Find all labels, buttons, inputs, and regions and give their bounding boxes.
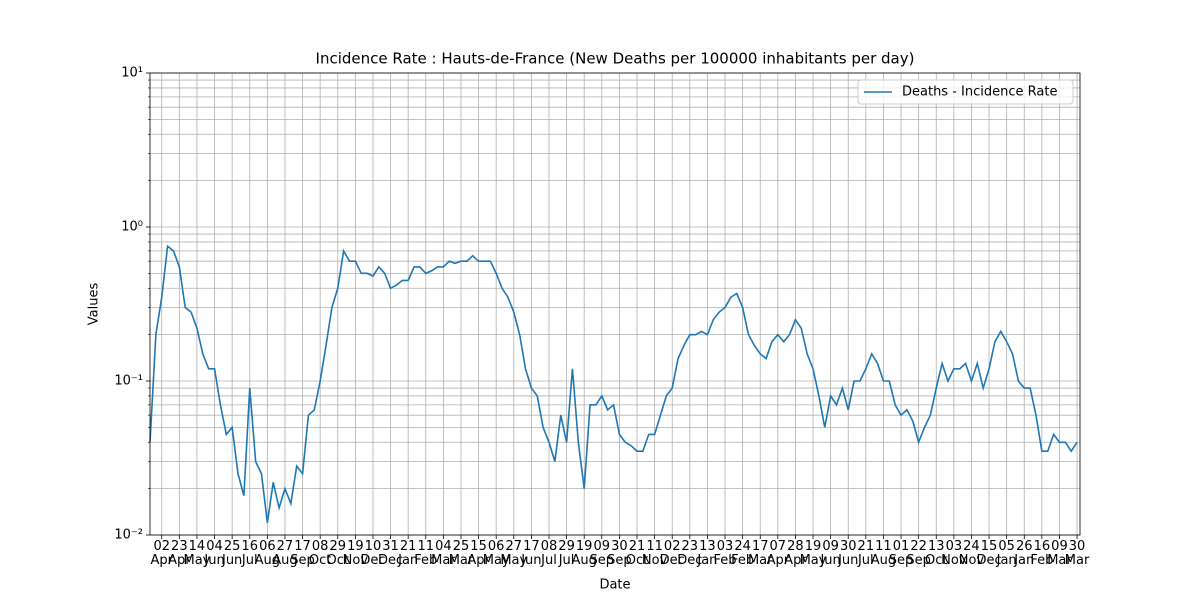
x-tick-label: 24 Nov [958, 539, 985, 568]
x-tick-label: 07 Apr [766, 539, 790, 568]
x-tick-label: 10 Dec [360, 539, 386, 568]
x-tick-label: 23 Dec [677, 539, 703, 568]
x-tick-label: 29 Jul [558, 539, 575, 568]
x-tick-label: 08 Jul [540, 539, 558, 568]
x-tick-label: 21 Jan [398, 539, 419, 568]
x-tick-label: 30 Sep [607, 539, 632, 568]
x-tick-label: 09 Jun [820, 539, 841, 568]
x-tick-label: 24 Feb [731, 539, 755, 568]
x-tick-label: 02 Apr [150, 539, 173, 568]
x-tick-label: 17 Sep [290, 539, 315, 568]
chart-title: Incidence Rate : Hauts-de-France (New De… [316, 50, 915, 68]
x-tick-label: 30 Mar [1064, 539, 1090, 568]
x-tick-label: 23 Apr [168, 539, 191, 568]
legend-label: Deaths - Incidence Rate [902, 85, 1057, 100]
y-tick-label: 10¹ [121, 66, 143, 81]
y-tick-label: 10⁻² [114, 528, 143, 543]
x-tick-label: 22 Sep [906, 539, 931, 568]
x-tick-label: 29 Oct [326, 539, 349, 568]
x-tick-label: 16 Feb [1030, 539, 1054, 568]
x-tick-label: 13 Jan [697, 539, 718, 568]
x-tick-label: 06 May [482, 539, 510, 568]
x-tick-label: 21 Oct [625, 539, 649, 568]
x-tick-label: 31 Dec [377, 539, 404, 568]
x-tick-label: 15 Apr [467, 539, 490, 568]
x-tick-label: 03 Feb [713, 539, 737, 568]
x-tick-label: 01 Sep [888, 539, 914, 568]
y-tick-label: 10⁻¹ [114, 374, 143, 389]
x-tick-label: 09 Mar [1047, 539, 1072, 568]
x-tick-label: 19 Aug [571, 539, 597, 568]
x-tick-label: 28 Apr [784, 539, 807, 568]
x-tick-label: 25 Jun [221, 539, 243, 568]
x-tick-label: 03 Nov [941, 539, 967, 568]
x-tick-label: 30 Jun [838, 539, 859, 568]
x-tick-label: 05 Jan [996, 539, 1017, 568]
x-tick-label: 17 Jun [521, 539, 542, 568]
x-tick-label: 04 Mar [431, 539, 456, 568]
x-tick-label: 27 May [500, 539, 528, 568]
x-tick-label: 09 Sep [589, 539, 615, 568]
x-tick-label: 04 Jun [204, 539, 225, 568]
x-tick-label: 11 Nov [641, 539, 668, 568]
x-tick-label: 19 May [799, 539, 827, 568]
x-tick-label: 15 Dec [976, 539, 1002, 568]
data-line [149, 244, 1078, 523]
x-axis-label: Date [599, 578, 630, 593]
x-tick-label: 14 May [183, 539, 211, 568]
x-tick-label: 21 Jul [857, 539, 875, 568]
x-tick-label: 27 Aug [272, 539, 298, 568]
x-tick-label: 06 Aug [254, 539, 281, 568]
x-tick-label: 17 Mar [747, 539, 773, 568]
y-axis-label: Values [87, 283, 102, 326]
y-tick-label: 10⁰ [121, 220, 143, 235]
x-tick-label: 08 Oct [308, 539, 332, 568]
x-tick-label: 16 Jul [241, 539, 259, 568]
x-tick-label: 19 Nov [342, 539, 369, 568]
x-tick-label: 02 Dec [659, 539, 685, 568]
x-tick-label: 26 Jan [1014, 539, 1035, 568]
x-tick-label: 13 Oct [924, 539, 948, 568]
x-tick-label: 11 Aug [870, 539, 897, 568]
x-tick-label: 11 Feb [414, 539, 438, 568]
x-tick-label: 25 Mar [448, 539, 474, 568]
legend-box [857, 79, 1074, 105]
plot-frame [149, 72, 1081, 536]
